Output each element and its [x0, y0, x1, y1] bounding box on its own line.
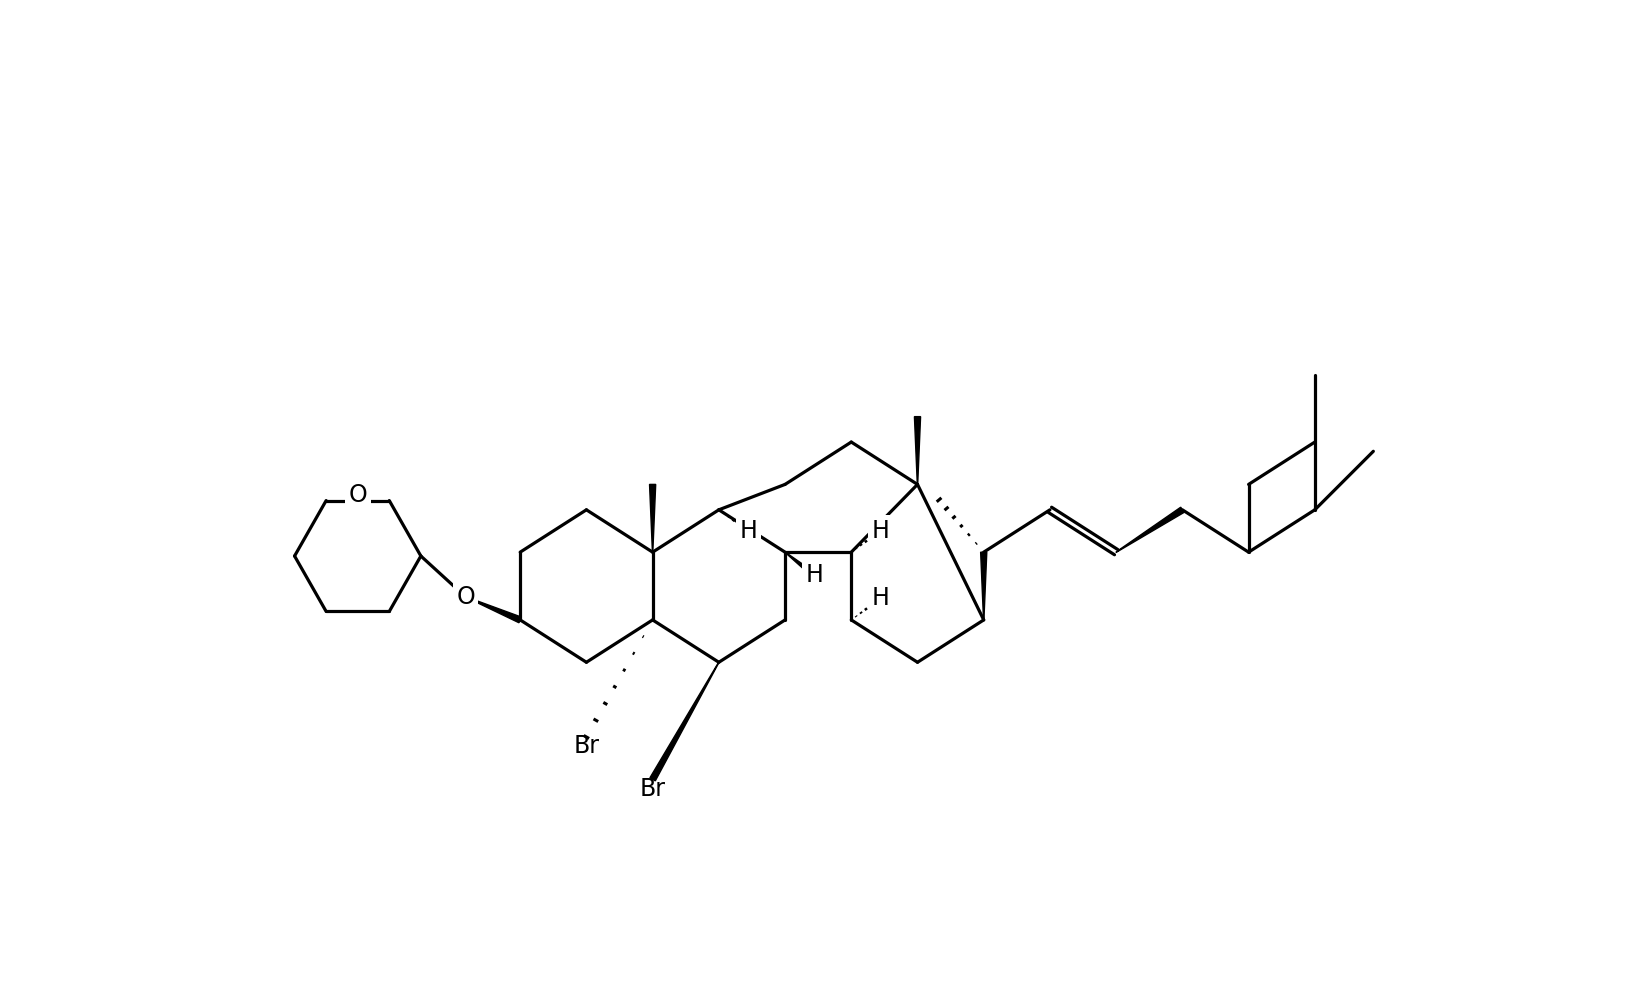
Polygon shape	[915, 416, 919, 485]
Text: O: O	[347, 483, 367, 507]
Polygon shape	[465, 597, 521, 623]
Text: H: H	[870, 518, 888, 542]
Text: H: H	[739, 518, 757, 542]
Polygon shape	[649, 485, 656, 552]
Polygon shape	[649, 662, 718, 781]
Text: H: H	[805, 563, 823, 588]
Text: O: O	[456, 585, 475, 609]
Text: Br: Br	[639, 776, 665, 800]
Polygon shape	[1116, 507, 1183, 552]
Text: H: H	[870, 587, 888, 611]
Polygon shape	[785, 552, 815, 578]
Text: Br: Br	[574, 734, 598, 758]
Polygon shape	[980, 552, 987, 620]
